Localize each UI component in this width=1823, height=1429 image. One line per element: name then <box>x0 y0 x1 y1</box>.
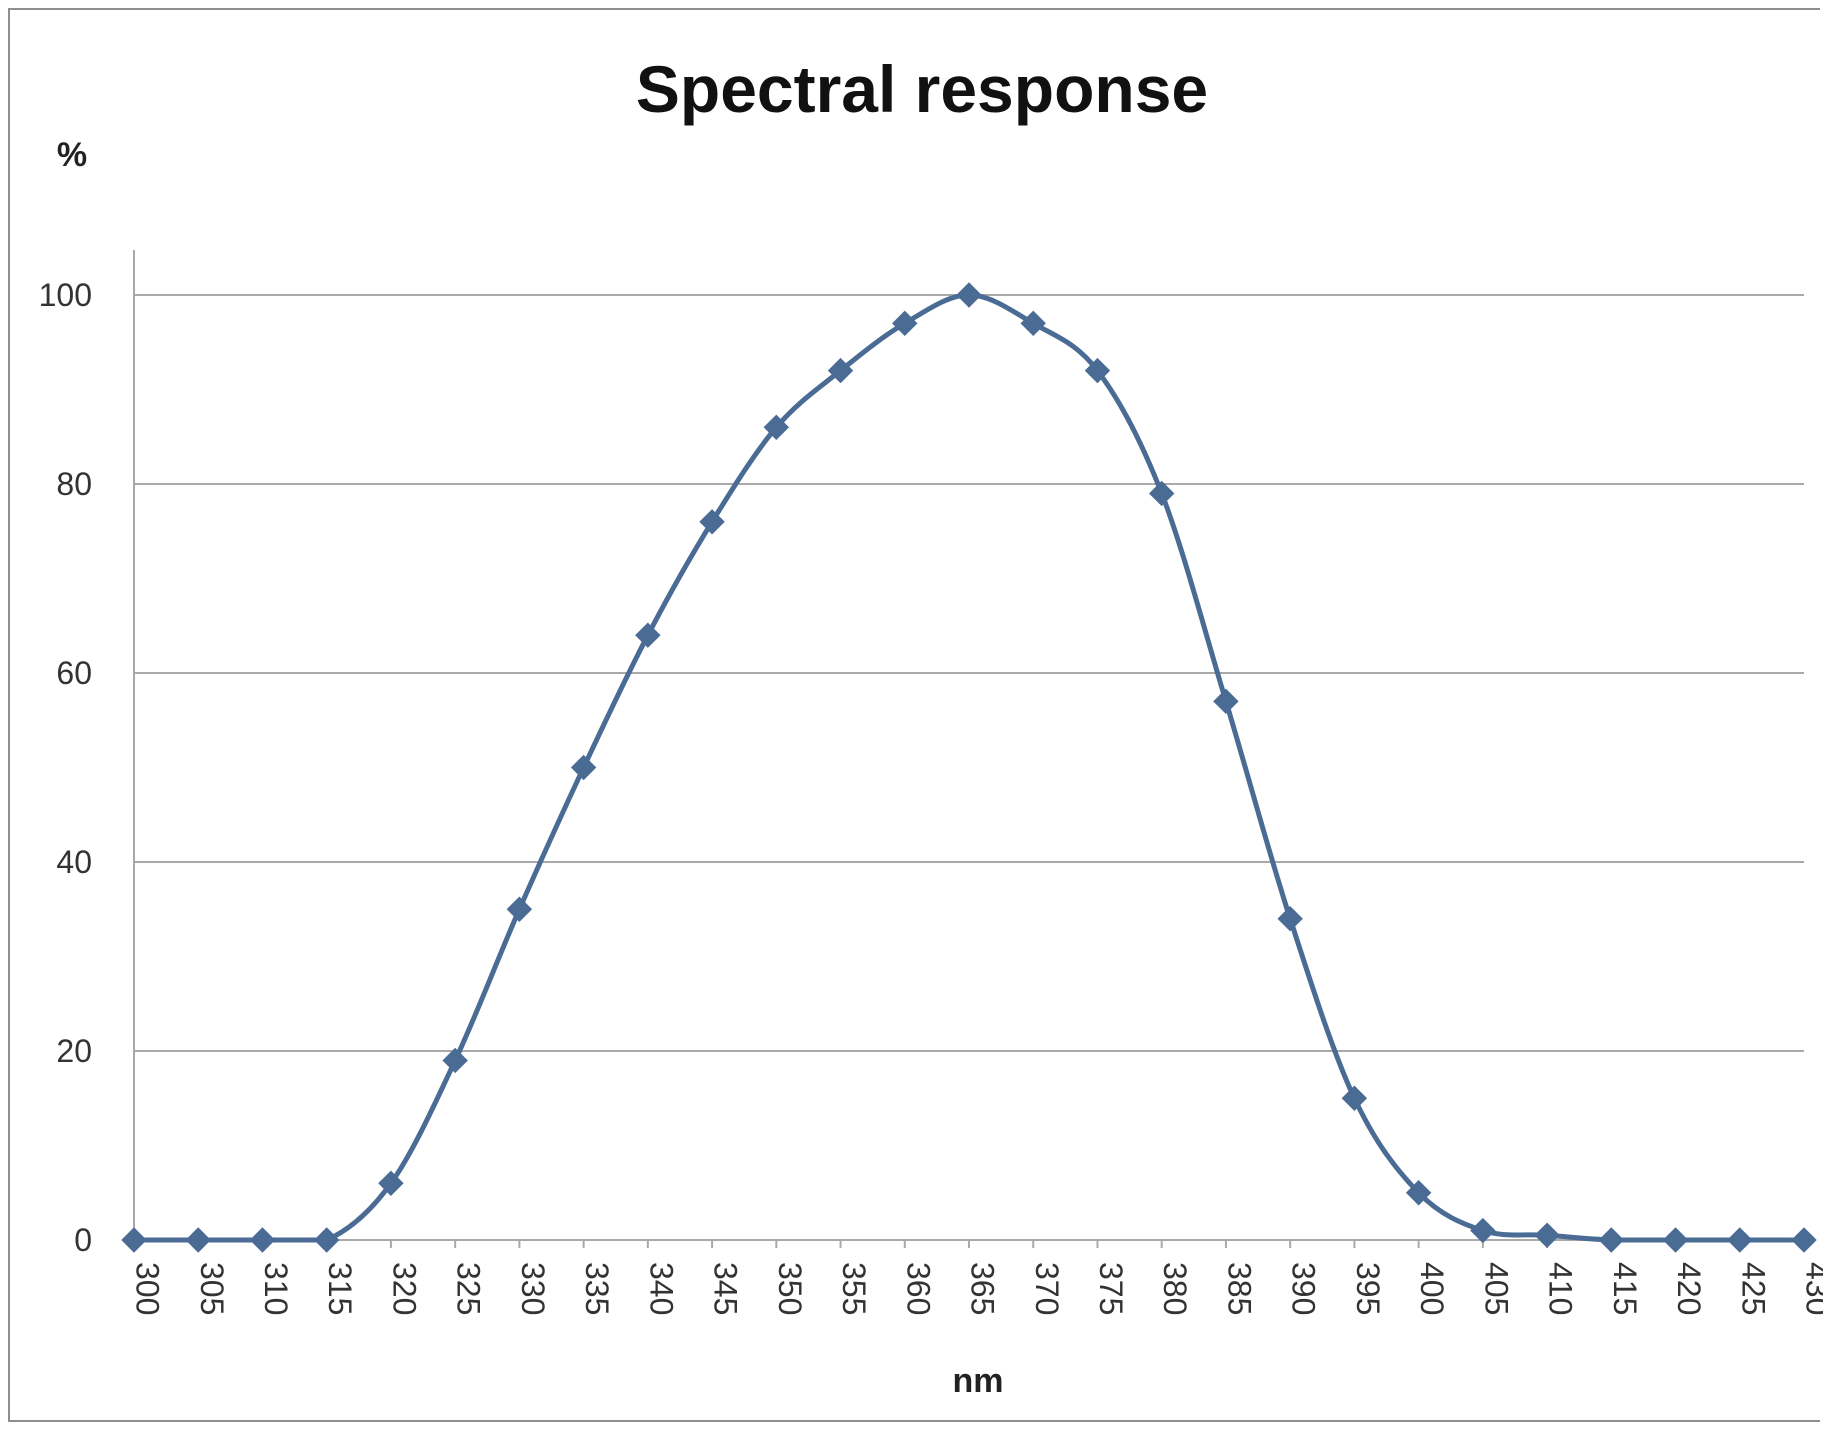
data-point-425 <box>1727 1227 1753 1253</box>
x-tick-label: 410 <box>1543 1262 1579 1315</box>
x-tick-label: 340 <box>643 1262 679 1315</box>
series-line <box>131 292 1807 1243</box>
x-tick-label: 305 <box>194 1262 230 1315</box>
data-point-350 <box>763 414 790 441</box>
x-tick-label: 420 <box>1671 1262 1707 1315</box>
x-tick-label: 430 <box>1800 1262 1823 1315</box>
data-point-340 <box>635 622 661 648</box>
y-tick-label: 20 <box>56 1033 92 1069</box>
data-point-390 <box>1277 905 1303 932</box>
data-point-300 <box>121 1227 147 1253</box>
y-tick-labels: 0 20 40 60 80 100 <box>39 277 92 1258</box>
x-tick-label: 405 <box>1478 1262 1514 1315</box>
chart-title: Spectral response <box>636 52 1208 126</box>
axes <box>133 250 1805 1248</box>
data-point-430 <box>1791 1227 1817 1253</box>
x-tick-label: 425 <box>1735 1262 1771 1315</box>
data-point-400 <box>1405 1180 1432 1206</box>
data-point-360 <box>892 310 918 337</box>
data-point-410 <box>1534 1222 1560 1248</box>
x-tick-label: 330 <box>515 1262 551 1315</box>
data-point-415 <box>1598 1227 1625 1253</box>
x-tick-label: 415 <box>1607 1262 1643 1315</box>
y-tick-label: 40 <box>56 844 92 880</box>
x-tick-label: 355 <box>836 1262 872 1315</box>
x-tick-label: 380 <box>1157 1262 1193 1315</box>
data-point-330 <box>506 896 533 922</box>
data-point-385 <box>1213 688 1239 715</box>
data-point-320 <box>378 1170 404 1197</box>
y-tick-label: 80 <box>56 466 92 502</box>
data-point-405 <box>1470 1217 1496 1244</box>
data-point-370 <box>1020 310 1046 337</box>
x-tick-label: 320 <box>386 1262 422 1315</box>
x-tick-label: 325 <box>451 1262 487 1315</box>
x-tick-label: 310 <box>258 1262 294 1315</box>
y-tick-label: 0 <box>74 1222 92 1258</box>
data-point-335 <box>570 754 597 781</box>
x-tick-label: 300 <box>130 1262 166 1315</box>
x-tick-label: 395 <box>1350 1262 1386 1315</box>
data-markers <box>121 282 1817 1253</box>
x-tick-label: 365 <box>965 1262 1001 1315</box>
x-tick-label: 335 <box>579 1262 615 1315</box>
x-tick-label: 350 <box>772 1262 808 1315</box>
x-tick-label: 370 <box>1029 1262 1065 1315</box>
data-point-380 <box>1148 480 1175 507</box>
data-point-345 <box>699 509 725 535</box>
x-tick-label: 345 <box>708 1262 744 1315</box>
gridlines <box>134 294 1804 1052</box>
x-tick-labels: 300 305 310 315 320 325 330 335 340 345 350 355 360 3… <box>130 1262 1823 1315</box>
x-tick-label: 360 <box>900 1262 936 1315</box>
data-point-420 <box>1662 1227 1689 1253</box>
data-point-325 <box>442 1047 468 1074</box>
x-tick-label: 390 <box>1286 1262 1322 1315</box>
data-point-315 <box>313 1227 340 1253</box>
data-point-375 <box>1084 357 1111 384</box>
data-point-310 <box>249 1227 276 1253</box>
chart-frame <box>8 8 1820 1422</box>
y-axis-label: % <box>57 136 87 174</box>
series-layer <box>131 292 1807 1243</box>
data-point-365 <box>956 282 982 308</box>
y-tick-label: 60 <box>56 655 92 691</box>
x-tick-label: 375 <box>1093 1262 1129 1315</box>
x-tick-label: 385 <box>1221 1262 1257 1315</box>
x-axis-label: nm <box>953 1362 1004 1400</box>
x-tick-label: 400 <box>1414 1262 1450 1315</box>
x-tick-label: 315 <box>322 1262 358 1315</box>
data-point-395 <box>1341 1085 1368 1111</box>
y-tick-label: 100 <box>39 277 92 313</box>
data-point-355 <box>827 357 854 384</box>
data-point-305 <box>185 1227 211 1253</box>
